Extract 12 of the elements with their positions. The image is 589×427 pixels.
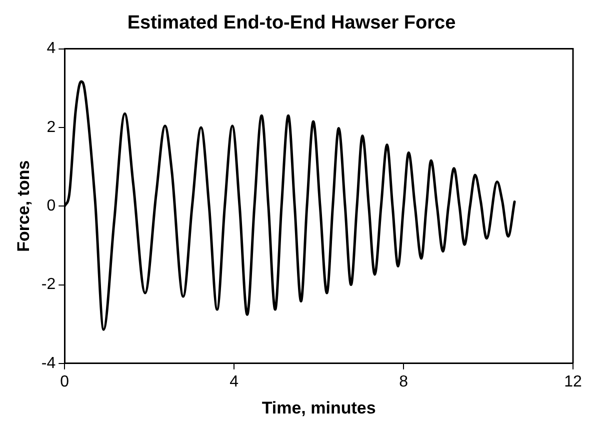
y-axis-title: Force, tons [14, 160, 33, 252]
y-tick-label: 4 [46, 40, 56, 58]
x-axis-title: Time, minutes [262, 398, 376, 418]
x-tick-label: 12 [564, 373, 582, 390]
y-tick-label: 0 [46, 198, 56, 215]
x-tick-label: 8 [399, 373, 408, 390]
y-tick-label: -4 [41, 354, 56, 372]
y-tick-label: 2 [46, 118, 56, 136]
x-tick-label: 4 [230, 373, 239, 390]
chart-title: Estimated End-to-End Hawser Force [127, 12, 456, 34]
y-tick-label: -2 [41, 276, 56, 294]
x-tick-label: 0 [60, 373, 70, 390]
